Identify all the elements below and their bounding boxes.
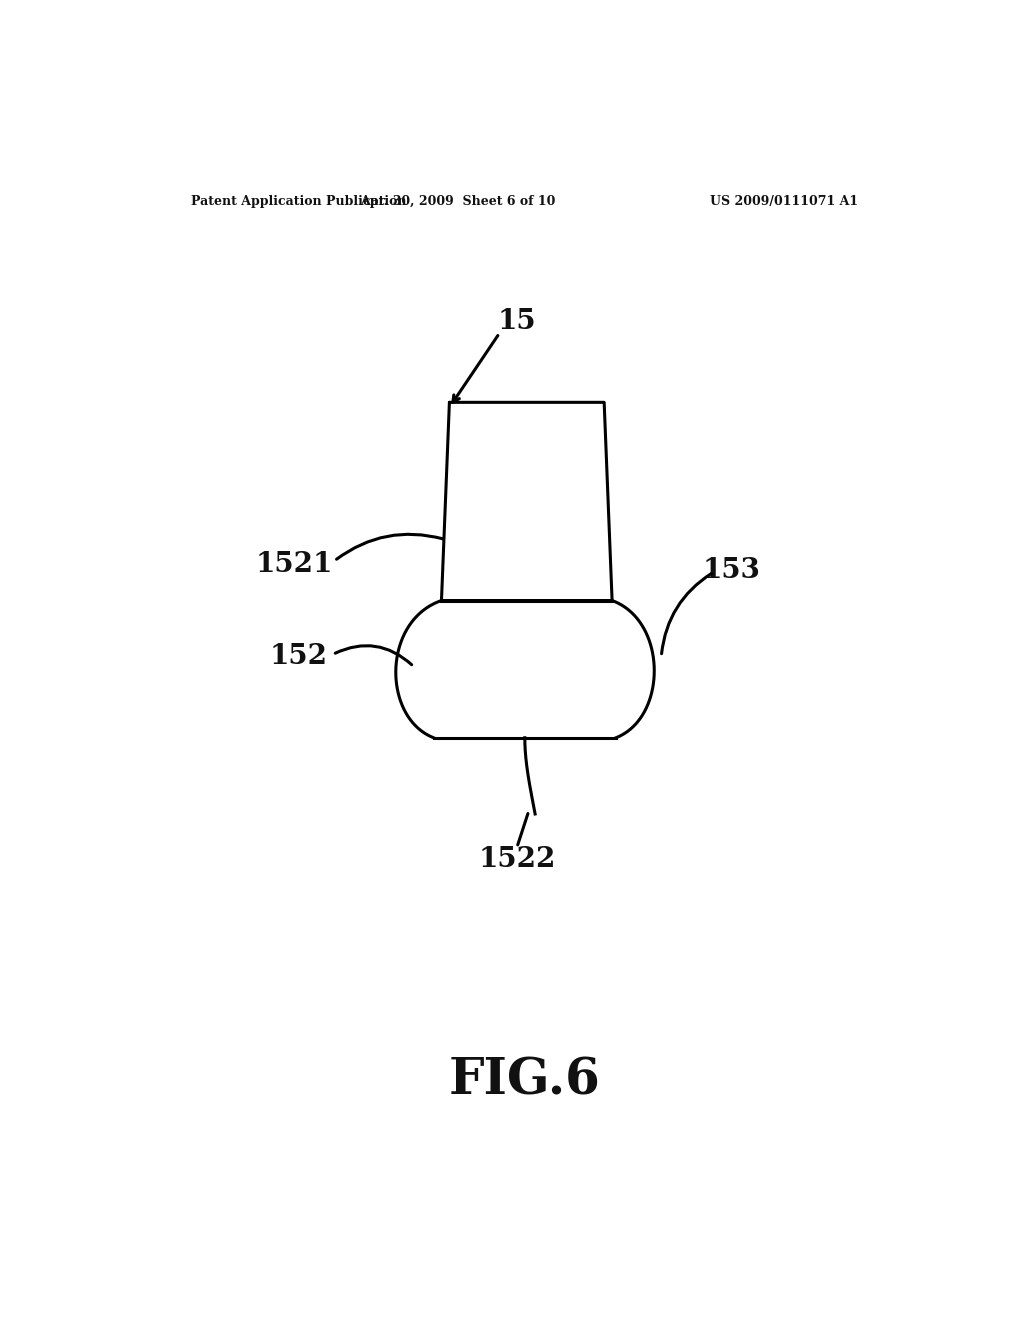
Text: US 2009/0111071 A1: US 2009/0111071 A1 — [710, 194, 858, 207]
Text: 15: 15 — [498, 308, 537, 334]
Text: 152: 152 — [269, 643, 328, 671]
Text: 1522: 1522 — [478, 846, 556, 874]
Text: 153: 153 — [702, 557, 760, 583]
Text: Patent Application Publication: Patent Application Publication — [191, 194, 407, 207]
Text: FIG.6: FIG.6 — [449, 1057, 601, 1106]
Text: 1521: 1521 — [256, 552, 334, 578]
Text: Apr. 30, 2009  Sheet 6 of 10: Apr. 30, 2009 Sheet 6 of 10 — [359, 194, 555, 207]
